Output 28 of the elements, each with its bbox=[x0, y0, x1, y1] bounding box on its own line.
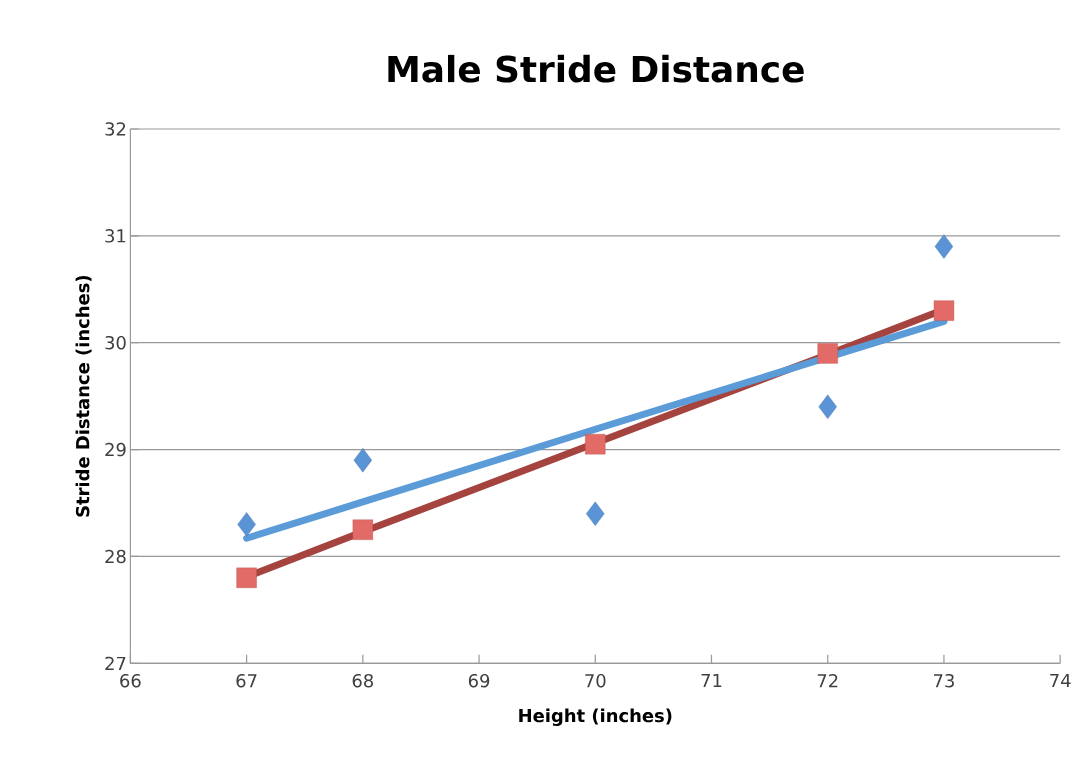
point bbox=[934, 234, 954, 259]
x-tick-label: 66 bbox=[120, 673, 141, 688]
point bbox=[352, 519, 373, 540]
y-tick-label: 32 bbox=[105, 122, 126, 136]
y-tick-label: 31 bbox=[105, 229, 126, 243]
y-tick-label: 27 bbox=[105, 656, 126, 671]
y-tick-label: 28 bbox=[105, 549, 126, 564]
point bbox=[818, 394, 837, 420]
x-tick-label: 67 bbox=[236, 673, 257, 688]
x-axis-title: Height (inches) bbox=[519, 708, 672, 727]
point bbox=[236, 567, 257, 589]
x-tick-label: 68 bbox=[352, 673, 374, 688]
x-tick-label: 70 bbox=[585, 673, 606, 688]
point bbox=[817, 343, 838, 364]
point bbox=[586, 501, 605, 526]
y-axis-title: Stride Distance (inches) bbox=[75, 276, 92, 517]
chart-title: Male Stride Distance bbox=[388, 54, 804, 83]
x-tick-label: 73 bbox=[934, 673, 954, 688]
y-tick-label: 29 bbox=[105, 442, 126, 457]
x-tick-label: 71 bbox=[701, 673, 722, 688]
x-tick-label: 72 bbox=[817, 673, 838, 688]
x-tick-label: 69 bbox=[468, 673, 490, 688]
x-tick-label: 74 bbox=[1050, 673, 1071, 688]
point bbox=[933, 300, 955, 321]
point bbox=[237, 512, 256, 537]
y-tick-label: 30 bbox=[105, 335, 126, 350]
point bbox=[353, 448, 372, 473]
point bbox=[585, 434, 606, 455]
